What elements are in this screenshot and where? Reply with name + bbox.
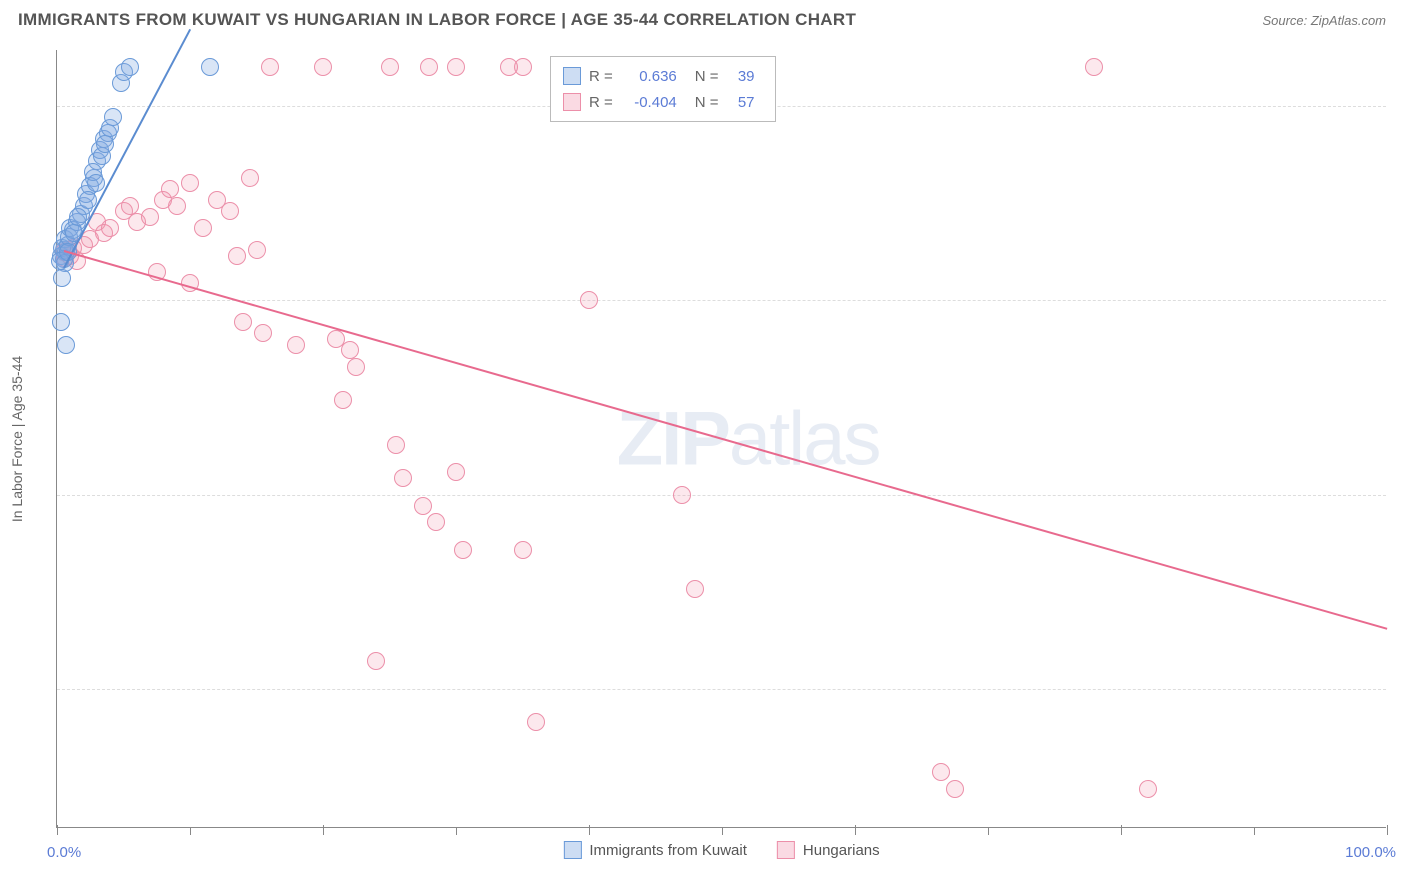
source-attribution: Source: ZipAtlas.com <box>1262 13 1386 28</box>
stats-row-blue: R = 0.636 N = 39 <box>563 63 755 89</box>
x-axis-max-label: 100.0% <box>1345 844 1396 861</box>
data-point-pink <box>341 341 359 359</box>
data-point-blue <box>53 269 71 287</box>
data-point-blue <box>201 58 219 76</box>
x-tick <box>1254 827 1255 835</box>
y-tick-label: 82.5% <box>1396 292 1406 309</box>
data-point-pink <box>394 469 412 487</box>
data-point-pink <box>946 780 964 798</box>
data-point-pink <box>234 313 252 331</box>
gridline <box>57 495 1386 496</box>
x-axis-min-label: 0.0% <box>47 844 81 861</box>
data-point-pink <box>514 541 532 559</box>
data-point-pink <box>241 169 259 187</box>
scatter-chart: ZIPatlas In Labor Force | Age 35-44 47.5… <box>56 50 1386 828</box>
swatch-blue-icon <box>563 841 581 859</box>
y-tick-label: 100.0% <box>1396 97 1406 114</box>
data-point-pink <box>181 174 199 192</box>
data-point-pink <box>168 197 186 215</box>
swatch-blue-icon <box>563 67 581 85</box>
data-point-blue <box>52 313 70 331</box>
data-point-pink <box>1139 780 1157 798</box>
data-point-pink <box>500 58 518 76</box>
data-point-pink <box>414 497 432 515</box>
swatch-pink-icon <box>563 93 581 111</box>
data-point-blue <box>87 174 105 192</box>
data-point-blue <box>69 208 87 226</box>
stats-row-pink: R = -0.404 N = 57 <box>563 89 755 115</box>
data-point-blue <box>96 135 114 153</box>
data-point-pink <box>447 463 465 481</box>
data-point-pink <box>194 219 212 237</box>
x-tick <box>323 825 324 835</box>
data-point-pink <box>580 291 598 309</box>
data-point-pink <box>121 197 139 215</box>
data-point-pink <box>141 208 159 226</box>
data-point-blue <box>121 58 139 76</box>
data-point-pink <box>101 219 119 237</box>
legend-item-pink: Hungarians <box>777 841 880 859</box>
data-point-pink <box>261 58 279 76</box>
data-point-pink <box>454 541 472 559</box>
y-axis-title: In Labor Force | Age 35-44 <box>9 355 25 521</box>
data-point-pink <box>686 580 704 598</box>
data-point-pink <box>228 247 246 265</box>
gridline <box>57 689 1386 690</box>
data-point-pink <box>161 180 179 198</box>
data-point-pink <box>347 358 365 376</box>
x-tick <box>1121 825 1122 835</box>
data-point-pink <box>221 202 239 220</box>
data-point-pink <box>387 436 405 454</box>
legend-item-blue: Immigrants from Kuwait <box>563 841 747 859</box>
data-point-pink <box>334 391 352 409</box>
data-point-pink <box>447 58 465 76</box>
gridline <box>57 300 1386 301</box>
chart-title: IMMIGRANTS FROM KUWAIT VS HUNGARIAN IN L… <box>18 10 856 30</box>
x-tick <box>57 825 58 835</box>
data-point-blue <box>104 108 122 126</box>
data-point-pink <box>932 763 950 781</box>
x-tick <box>1387 825 1388 835</box>
x-tick <box>722 827 723 835</box>
x-tick <box>988 827 989 835</box>
x-tick <box>855 825 856 835</box>
data-point-pink <box>367 652 385 670</box>
data-point-pink <box>381 58 399 76</box>
data-point-pink <box>287 336 305 354</box>
data-point-pink <box>254 324 272 342</box>
watermark: ZIPatlas <box>617 395 880 482</box>
data-point-pink <box>527 713 545 731</box>
data-point-pink <box>427 513 445 531</box>
data-point-pink <box>248 241 266 259</box>
data-point-pink <box>673 486 691 504</box>
y-tick-label: 65.0% <box>1396 486 1406 503</box>
data-point-blue <box>57 336 75 354</box>
series-legend: Immigrants from Kuwait Hungarians <box>563 841 879 859</box>
data-point-blue <box>79 191 97 209</box>
x-tick <box>589 825 590 835</box>
x-tick <box>190 827 191 835</box>
y-tick-label: 47.5% <box>1396 681 1406 698</box>
trendline-pink <box>63 250 1387 630</box>
swatch-pink-icon <box>777 841 795 859</box>
correlation-stats-box: R = 0.636 N = 39 R = -0.404 N = 57 <box>550 56 776 122</box>
data-point-pink <box>1085 58 1103 76</box>
x-tick <box>456 827 457 835</box>
data-point-pink <box>420 58 438 76</box>
data-point-pink <box>314 58 332 76</box>
